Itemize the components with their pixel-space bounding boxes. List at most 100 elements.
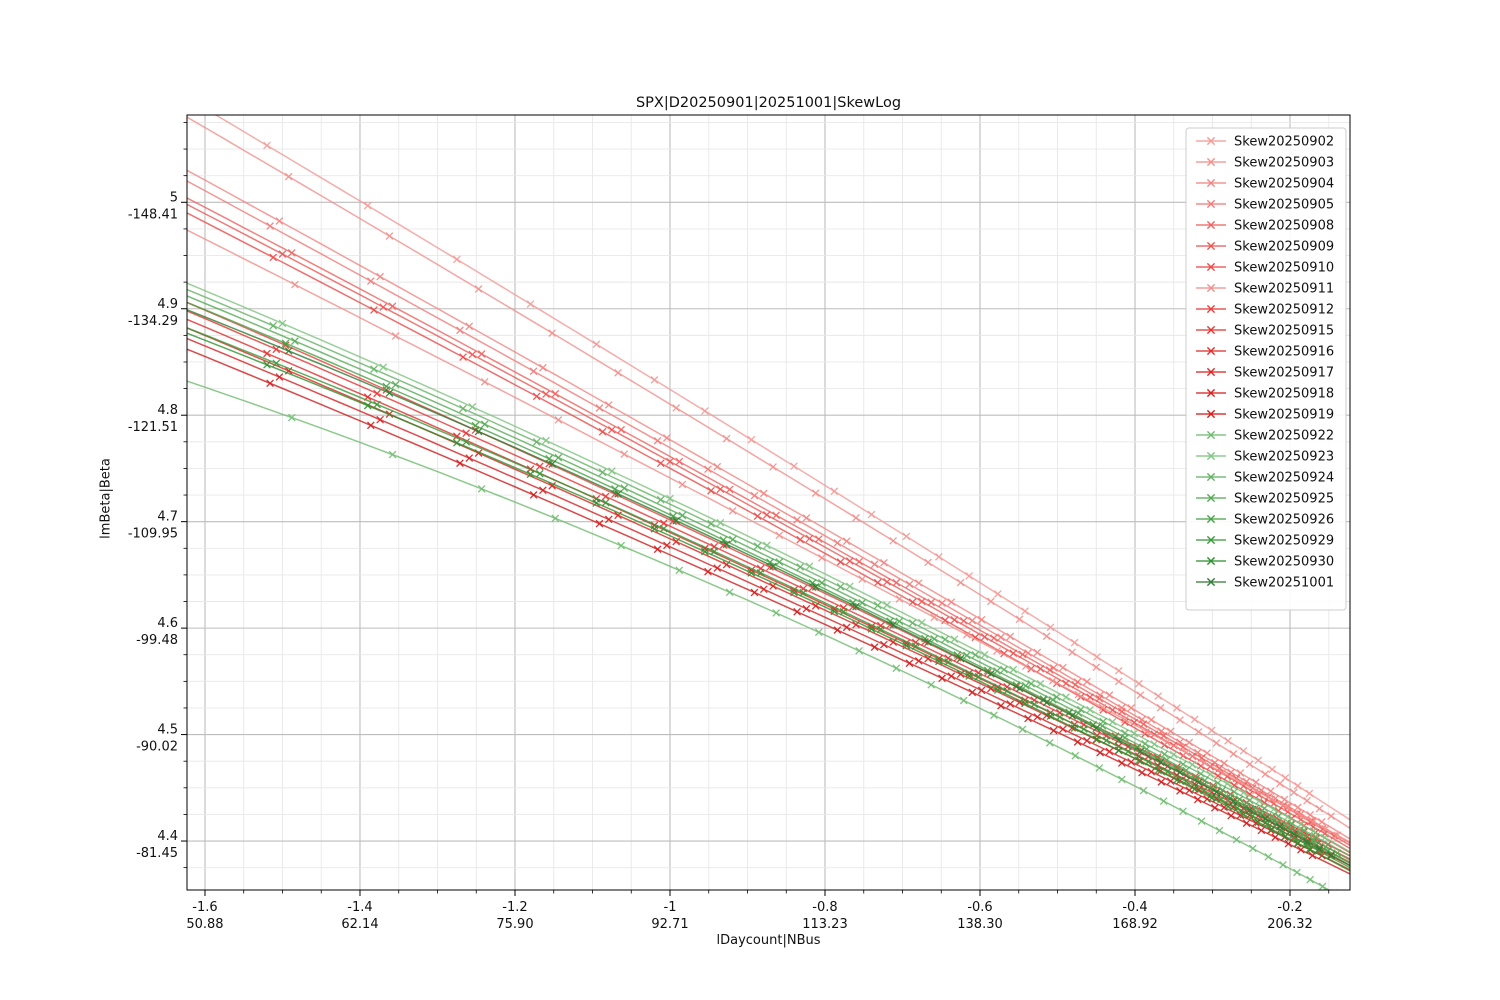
series-Skew20250902 [214, 115, 1350, 821]
marker-x-icon [845, 557, 854, 565]
marker-x-icon [379, 303, 388, 311]
marker-x-icon [1015, 684, 1024, 693]
marker-x-icon [363, 401, 372, 410]
legend-item-label: Skew20250929 [1234, 534, 1334, 549]
y-tick-label: 5 -148.41 [128, 190, 178, 222]
marker-x-icon [595, 404, 604, 412]
marker-x-icon [968, 688, 977, 697]
marker-x-icon [1147, 715, 1156, 724]
marker-x-icon [796, 535, 805, 544]
marker-x-icon [376, 272, 384, 281]
marker-x-icon [997, 701, 1005, 710]
legend-marker-x-icon [1206, 472, 1216, 482]
legend-item-Skew20250915: Skew20250915 [1196, 324, 1334, 339]
marker-x-icon [858, 575, 867, 583]
marker-x-icon [769, 463, 777, 471]
marker-x-icon [1070, 724, 1079, 732]
marker-x-icon [598, 427, 607, 436]
series-Skew20250917 [187, 327, 1350, 867]
marker-x-icon [707, 519, 715, 528]
marker-x-icon [950, 635, 959, 644]
marker-x-icon [1315, 844, 1324, 853]
marker-x-icon [1321, 824, 1330, 833]
marker-x-icon [614, 490, 622, 498]
marker-x-icon [370, 306, 378, 314]
marker-x-icon [895, 595, 904, 603]
marker-x-icon [1157, 778, 1166, 786]
marker-x-icon [1281, 832, 1290, 841]
marker-x-icon [962, 630, 971, 639]
marker-x-icon [1033, 648, 1042, 657]
marker-x-icon [1024, 649, 1032, 657]
legend-item-label: Skew20250925 [1234, 492, 1334, 507]
marker-x-icon [548, 460, 557, 468]
marker-x-icon [529, 367, 538, 376]
marker-x-icon [965, 572, 974, 580]
marker-x-icon [373, 400, 381, 409]
marker-x-icon [716, 518, 725, 527]
marker-x-icon [713, 564, 722, 572]
marker-x-icon [1290, 788, 1298, 797]
marker-x-icon [1252, 778, 1260, 787]
marker-x-icon [474, 427, 483, 436]
legend-item-Skew20250908: Skew20250908 [1196, 219, 1334, 234]
marker-x-icon [763, 541, 771, 550]
marker-x-icon [391, 332, 400, 340]
marker-x-icon [604, 515, 613, 524]
marker-x-icon [1076, 705, 1085, 714]
marker-x-icon [366, 277, 375, 285]
marker-x-icon [725, 485, 734, 494]
marker-x-icon [532, 438, 541, 446]
marker-x-icon [772, 609, 781, 617]
legend-item-Skew20250924: Skew20250924 [1196, 471, 1334, 486]
marker-x-icon [763, 511, 771, 519]
marker-x-icon [1293, 868, 1301, 877]
marker-x-icon [388, 450, 397, 459]
marker-x-icon [883, 578, 891, 586]
marker-x-icon [1176, 787, 1184, 795]
marker-x-icon [753, 542, 762, 551]
marker-x-icon [1239, 746, 1248, 755]
marker-x-icon [595, 519, 604, 528]
marker-x-icon [1188, 760, 1197, 769]
legend-item-Skew20250911: Skew20250911 [1196, 282, 1334, 297]
series-Skew20250930 [187, 332, 1350, 872]
marker-x-icon [935, 552, 943, 561]
legend-item-label: Skew20250908 [1234, 219, 1334, 234]
y-tick-label: 4.8 -121.51 [128, 403, 178, 435]
legend-marker-x-icon [1206, 283, 1216, 293]
marker-x-icon [1235, 777, 1244, 786]
marker-x-icon [608, 425, 616, 434]
marker-x-icon [1207, 726, 1216, 735]
marker-x-icon [710, 547, 719, 556]
marker-x-icon [548, 329, 557, 337]
marker-x-icon [918, 597, 926, 606]
marker-x-icon [1169, 750, 1178, 759]
x-tick-label: -1.6 50.88 [186, 900, 223, 932]
marker-x-icon [1254, 818, 1263, 827]
marker-x-icon [845, 582, 854, 591]
marker-x-icon [1218, 768, 1227, 777]
legend-item-Skew20250910: Skew20250910 [1196, 261, 1334, 276]
marker-x-icon [1000, 665, 1008, 674]
marker-x-icon [728, 535, 737, 544]
marker-x-icon [790, 588, 798, 597]
marker-x-icon [1108, 717, 1117, 726]
marker-x-icon [1156, 758, 1165, 767]
marker-x-icon [1009, 665, 1018, 674]
x-tick-label: -0.6 138.30 [957, 900, 1003, 932]
marker-x-icon [1130, 729, 1139, 738]
legend-item-Skew20250925: Skew20250925 [1196, 492, 1334, 507]
marker-x-icon [653, 436, 662, 445]
marker-x-icon [1212, 788, 1221, 797]
marker-x-icon [480, 377, 489, 386]
marker-x-icon [620, 484, 629, 492]
series-Skew20250903 [187, 116, 1350, 829]
marker-x-icon [1147, 767, 1156, 776]
marker-x-icon [759, 489, 768, 498]
marker-x-icon [477, 485, 486, 493]
marker-x-icon [459, 404, 467, 413]
series-Skew20250929 [187, 327, 1350, 869]
marker-x-icon [1271, 833, 1280, 842]
